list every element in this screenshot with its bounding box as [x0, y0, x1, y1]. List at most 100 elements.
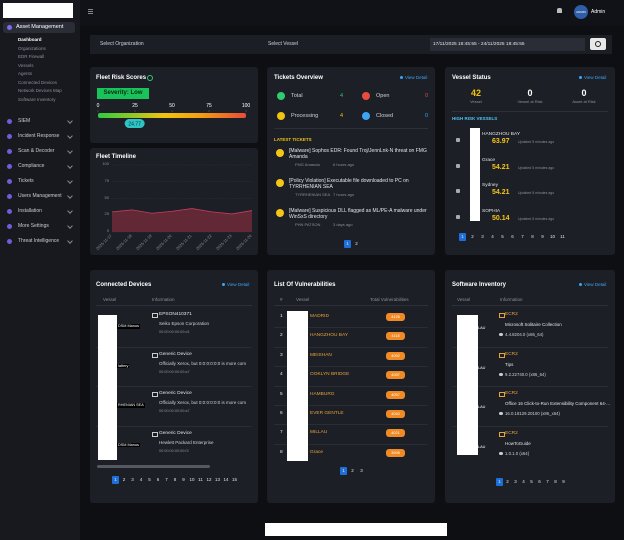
- device-maker: Officially Xerox, but 0:0:0:0:0:0 is mor…: [159, 400, 246, 405]
- menu-group[interactable]: Asset Management: [16, 24, 64, 30]
- page-button[interactable]: 7: [521, 234, 524, 239]
- page-button[interactable]: 11: [198, 477, 203, 482]
- page-button[interactable]: 13: [214, 477, 220, 482]
- ticket-title[interactable]: [Malware] Sophos EDR: Found Troj/JennLnk…: [289, 148, 427, 160]
- page-button[interactable]: 8: [173, 477, 177, 482]
- vulnerability-badge: 4021: [386, 429, 405, 438]
- page-button[interactable]: 3: [360, 468, 363, 473]
- page-button[interactable]: 9: [541, 234, 544, 239]
- vessel-name[interactable]: MEISHAN: [310, 352, 332, 358]
- vessel-tag: RHENIAN SEA: [117, 403, 145, 408]
- page-button[interactable]: 5: [501, 234, 504, 239]
- view-detail[interactable]: View Detail: [584, 282, 607, 287]
- page-button[interactable]: 4: [491, 234, 494, 239]
- page-button[interactable]: 6: [156, 477, 160, 482]
- date-range[interactable]: 17/11/2025 18:45:55 - 24/11/2025 18:45:5…: [430, 38, 585, 51]
- page-button[interactable]: 3: [514, 479, 517, 484]
- page-button[interactable]: 3: [481, 234, 484, 239]
- vessel-name[interactable]: MILLAU: [310, 430, 328, 436]
- page-button[interactable]: 1: [496, 478, 503, 486]
- page-button[interactable]: 4: [522, 479, 525, 484]
- menu-item[interactable]: Tickets: [18, 178, 34, 184]
- page-button[interactable]: 3: [131, 477, 134, 482]
- menu-icon: [7, 179, 12, 184]
- notification-bell[interactable]: [557, 8, 562, 13]
- page-button[interactable]: 8: [554, 479, 557, 484]
- user-name[interactable]: Admin: [591, 9, 606, 15]
- page-button[interactable]: 10: [189, 477, 195, 482]
- page-button[interactable]: 11: [560, 234, 565, 239]
- page-button[interactable]: 8: [531, 234, 534, 239]
- page-button[interactable]: 6: [538, 479, 541, 484]
- page-button[interactable]: 1: [459, 233, 466, 241]
- column-header: Information: [500, 297, 523, 302]
- menu-item[interactable]: Incident Response: [18, 133, 60, 139]
- page-button[interactable]: 1: [344, 240, 351, 248]
- page-button[interactable]: 10: [549, 234, 555, 239]
- page-button[interactable]: 6: [511, 234, 514, 239]
- page-button[interactable]: 5: [148, 477, 151, 482]
- page-button[interactable]: 2: [355, 241, 358, 246]
- organization-select[interactable]: Select Organization: [100, 41, 144, 47]
- menu-subitem[interactable]: Agents: [18, 71, 33, 76]
- page-button[interactable]: 4: [139, 477, 143, 482]
- device-mac: 00:00:00:00:00:f3: [159, 448, 189, 453]
- device-mac: 00:00:00:00:00:c5: [159, 330, 190, 334]
- menu-item[interactable]: Users Management: [18, 193, 62, 199]
- page-button[interactable]: 1: [340, 467, 347, 475]
- vessel-name[interactable]: HAMBURG: [310, 391, 335, 397]
- vessel-tag: DSM Manus: [117, 442, 140, 448]
- page-button[interactable]: 15: [231, 477, 237, 482]
- vessel-name[interactable]: Sydney: [482, 183, 498, 188]
- ticket-title[interactable]: [Policy Violation] Executable file downl…: [289, 178, 409, 190]
- page-button[interactable]: 5: [530, 479, 533, 484]
- vessel-score: 63.97: [492, 138, 510, 145]
- menu-item[interactable]: Scan & Decoder: [18, 148, 55, 154]
- view-detail[interactable]: View Detail: [405, 75, 428, 80]
- page-button[interactable]: 9: [182, 477, 185, 482]
- host-name[interactable]: ECR2: [505, 391, 518, 396]
- view-detail[interactable]: View Detail: [584, 75, 607, 80]
- menu-subitem[interactable]: Software Inventory: [18, 96, 56, 102]
- page-button[interactable]: 2: [122, 477, 126, 482]
- host-name[interactable]: ECR2: [505, 430, 518, 436]
- page-button[interactable]: 7: [165, 477, 168, 482]
- panel: [90, 148, 258, 255]
- page-button[interactable]: 14: [223, 477, 229, 482]
- menu-subitem[interactable]: Connected Devices: [18, 79, 58, 85]
- menu-subitem[interactable]: Network Devices Map: [18, 88, 62, 93]
- page-button[interactable]: 1: [112, 476, 119, 484]
- panel-title: Tickets Overview: [274, 75, 323, 81]
- menu-subitem[interactable]: Dashboard: [18, 37, 42, 42]
- host-name[interactable]: ECR2: [505, 351, 518, 357]
- vessel-name[interactable]: SOPHIA: [482, 208, 501, 214]
- menu-item[interactable]: SIEM: [18, 118, 31, 124]
- view-detail[interactable]: View Detail: [227, 282, 250, 287]
- ticket-title[interactable]: [Malware] Suspicious DLL flagged as ML/P…: [289, 208, 427, 220]
- menu-subitem[interactable]: EDR Firewall: [18, 54, 45, 59]
- menu-subitem[interactable]: Organizations: [18, 45, 46, 51]
- menu-item[interactable]: Installation: [18, 208, 42, 214]
- vessel-select[interactable]: Select Vessel: [268, 41, 299, 47]
- host-icon: [499, 352, 505, 358]
- vessel-name[interactable]: HANGZHOU BAY: [482, 132, 521, 137]
- vessel-name[interactable]: Grace: [310, 449, 324, 455]
- page-button[interactable]: 9: [562, 479, 565, 484]
- page-button[interactable]: 2: [351, 468, 354, 473]
- menu-item[interactable]: Threat Intelligence: [18, 238, 60, 244]
- page-button[interactable]: 2: [506, 479, 509, 484]
- page-button[interactable]: 12: [206, 477, 212, 482]
- page-button[interactable]: 7: [546, 479, 549, 484]
- vessel-name[interactable]: HANGZHOU BAY: [310, 333, 349, 339]
- vessel-name[interactable]: MADRID: [310, 314, 329, 319]
- vessel-name[interactable]: Grace: [482, 157, 496, 163]
- menu-item[interactable]: Compliance: [18, 163, 45, 169]
- vessel-name[interactable]: EVER GENTLE: [310, 411, 344, 416]
- menu-item[interactable]: More Settings: [18, 223, 49, 229]
- host-name[interactable]: ECR2: [505, 312, 518, 317]
- vessel-name[interactable]: OOKLYN BRIDGE: [310, 372, 350, 378]
- menu-subitem[interactable]: Vessels: [18, 62, 34, 68]
- avatar[interactable]: ADMIN: [574, 5, 588, 19]
- page-button[interactable]: 2: [471, 234, 474, 239]
- vessel-updated: Updated 5 minutes ago: [518, 165, 555, 170]
